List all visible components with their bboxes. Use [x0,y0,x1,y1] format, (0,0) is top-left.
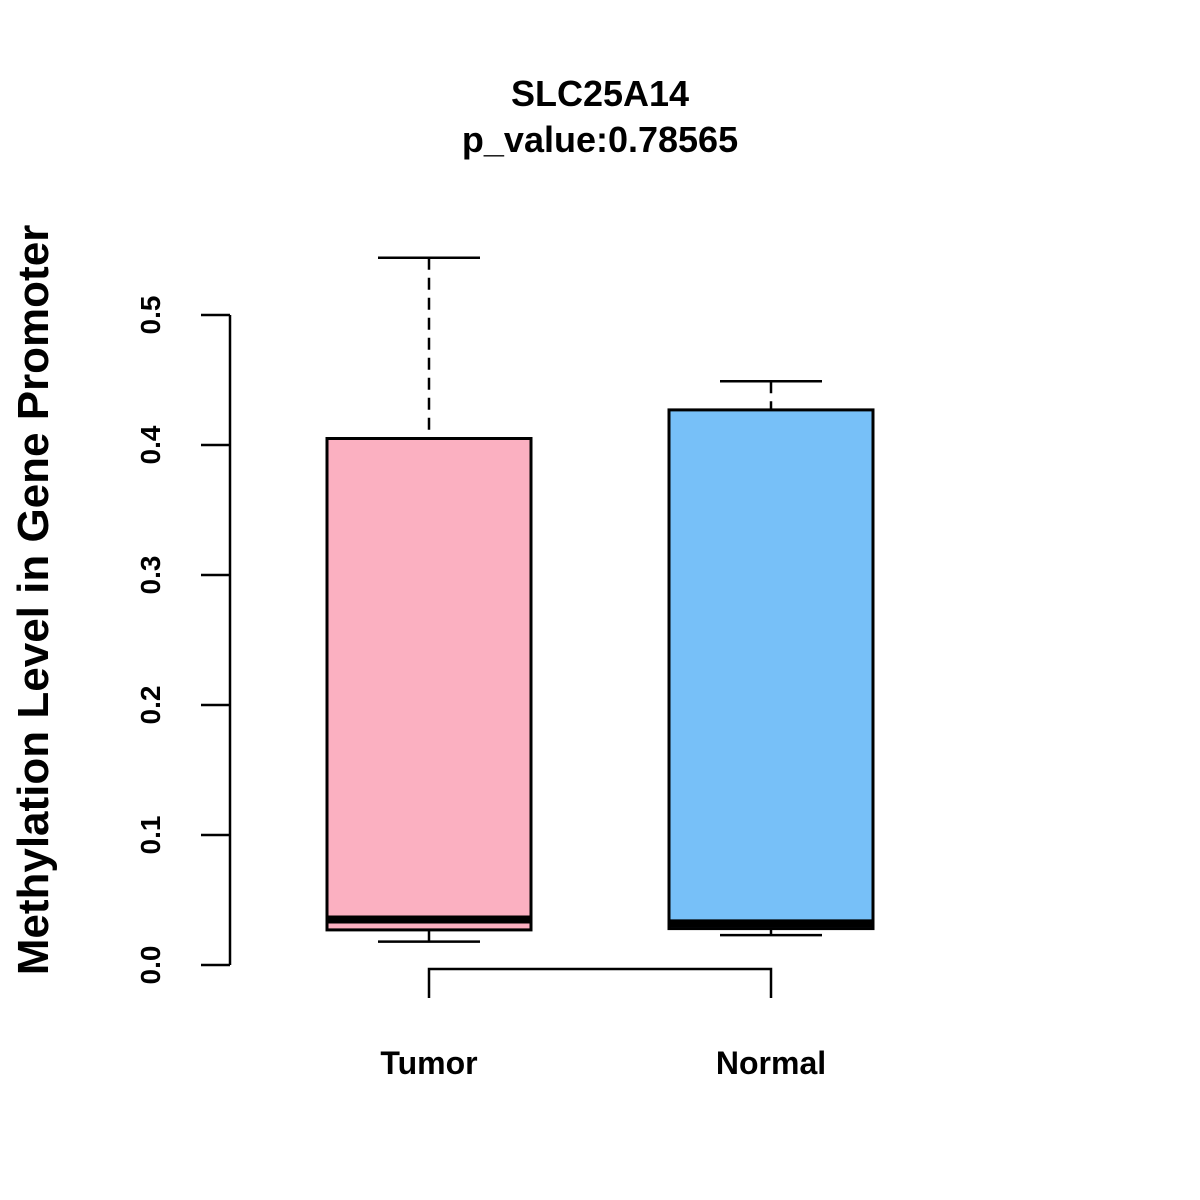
box-normal [667,380,875,937]
y-tick-label: 0.3 [135,556,166,595]
iqr-box [667,408,875,931]
y-tick-label: 0.2 [135,686,166,725]
y-tick-label: 0.1 [135,816,166,855]
chart-title: SLC25A14 [511,73,689,114]
y-axis-label: Methylation Level in Gene Promoter [9,225,58,976]
x-tick-label-normal: Normal [716,1045,826,1081]
comparison-bracket [427,967,773,998]
y-axis: 0.0 0.1 0.2 0.3 0.4 0.5 [135,296,232,985]
x-tick-label-tumor: Tumor [380,1045,477,1081]
iqr-box [325,437,533,932]
y-tick-label: 0.5 [135,296,166,335]
y-tick-label: 0.4 [135,425,166,464]
y-tick-label: 0.0 [135,946,166,985]
box-plots [325,256,875,943]
x-axis-labels: Tumor Normal [380,1045,826,1081]
box-tumor [325,256,533,943]
chart-subtitle: p_value:0.78565 [462,119,738,160]
bracket-line [427,967,773,998]
